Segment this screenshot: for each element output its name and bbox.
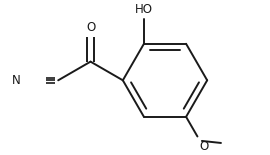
Text: O: O	[200, 140, 209, 153]
Text: N: N	[12, 74, 20, 87]
Text: O: O	[86, 21, 95, 34]
Text: HO: HO	[135, 3, 153, 16]
